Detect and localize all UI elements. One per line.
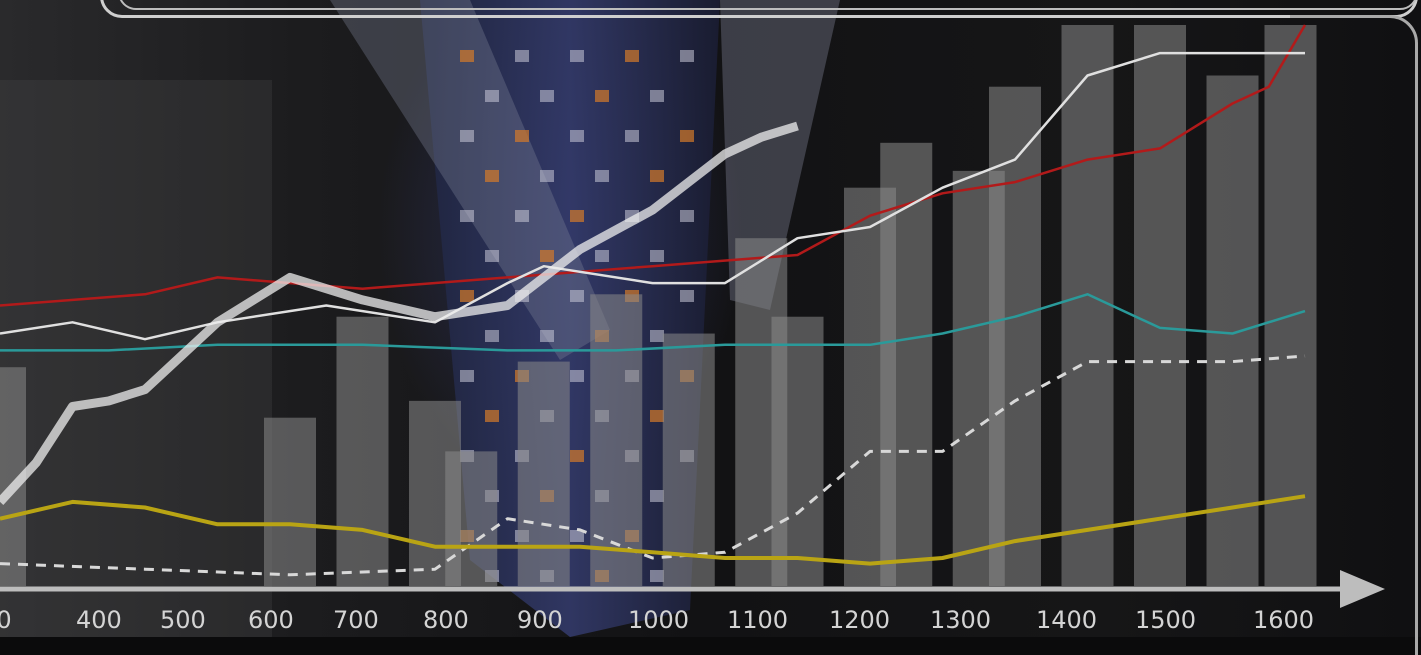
x-tick-label: 1500 (1135, 606, 1196, 634)
bar (989, 86, 1041, 587)
bar (1134, 25, 1186, 586)
tie-pattern-dot (515, 50, 529, 62)
tie-pattern-dot (680, 130, 694, 142)
tie-pattern-dot (485, 410, 499, 422)
tie-pattern-dot (460, 210, 474, 222)
bar (662, 333, 715, 586)
tie-pattern-dot (540, 330, 554, 342)
x-axis-tick-labels: 0 400 500 600 700 800 900 1000 1100 1200 1300 1400 1… (0, 606, 1314, 634)
x-tick-label: 1400 (1036, 606, 1097, 634)
tie-pattern-dot (570, 50, 584, 62)
tie-pattern-dot (680, 210, 694, 222)
bar (336, 316, 389, 586)
tie-pattern-dot (540, 170, 554, 182)
tie-pattern-dot (680, 290, 694, 302)
axis-arrow-icon (1340, 570, 1385, 608)
tie-pattern-dot (485, 250, 499, 262)
tie-pattern-dot (625, 130, 639, 142)
x-tick-label: 800 (423, 606, 469, 634)
x-tick-label: 1200 (829, 606, 890, 634)
series-line (0, 24, 1307, 307)
tie-pattern-dot (650, 330, 664, 342)
tie-pattern-dot (595, 170, 609, 182)
x-tick-label: 0 (0, 606, 12, 634)
bar (771, 316, 824, 586)
x-tick-label: 1100 (727, 606, 788, 634)
tie-pattern-dot (485, 170, 499, 182)
tie-pattern-dot (570, 530, 584, 542)
bar (590, 294, 643, 586)
x-tick-label: 900 (517, 606, 563, 634)
tie-pattern-dot (460, 130, 474, 142)
bar (1264, 25, 1317, 586)
tie-pattern-dot (650, 170, 664, 182)
x-tick-label: 500 (160, 606, 206, 634)
tie-pattern-dot (570, 450, 584, 462)
bar (517, 361, 570, 586)
tie-pattern-dot (650, 490, 664, 502)
top-frame-inner-border (118, 0, 1418, 10)
x-tick-label: 600 (248, 606, 294, 634)
tie-pattern-dot (650, 90, 664, 102)
tie-pattern-dot (595, 250, 609, 262)
tie-pattern-dot (485, 90, 499, 102)
tie-pattern-dot (515, 130, 529, 142)
x-tick-label: 700 (333, 606, 379, 634)
series-line (0, 354, 1306, 577)
tie-pattern-dot (460, 50, 474, 62)
tie-pattern-dot (625, 50, 639, 62)
series-line (0, 121, 799, 505)
x-tick-label: 1300 (930, 606, 991, 634)
bar (264, 417, 316, 586)
series-line (0, 293, 1306, 352)
x-axis (0, 570, 1385, 608)
tie-pattern-dot (485, 330, 499, 342)
line-series (0, 24, 1307, 577)
bar-series (0, 25, 1317, 587)
tie-pattern-dot (540, 90, 554, 102)
tie-pattern-dot (460, 290, 474, 302)
tie-pattern-dot (540, 250, 554, 262)
x-tick-label: 1000 (628, 606, 689, 634)
tie-pattern-dot (650, 570, 664, 582)
bar (1206, 75, 1259, 587)
tie-pattern-dot (460, 370, 474, 382)
x-tick-label: 400 (76, 606, 122, 634)
bar (1061, 25, 1114, 586)
tie-pattern-dot (570, 370, 584, 382)
tie-pattern-dot (650, 250, 664, 262)
bar (445, 451, 498, 586)
tie-pattern-dot (515, 210, 529, 222)
panel-corner-border (1290, 15, 1418, 655)
tie-pattern-dot (570, 130, 584, 142)
tie-pattern-dot (570, 210, 584, 222)
tie-pattern-dot (570, 290, 584, 302)
series-line (0, 494, 1306, 566)
tie-pattern-dot (680, 50, 694, 62)
tie-pattern-dot (595, 90, 609, 102)
series-line (0, 51, 1305, 341)
stock-chart-graphic: 0 400 500 600 700 800 900 1000 1100 1200 1300 1400 1… (0, 0, 1385, 637)
tie-pattern-dot (650, 410, 664, 422)
